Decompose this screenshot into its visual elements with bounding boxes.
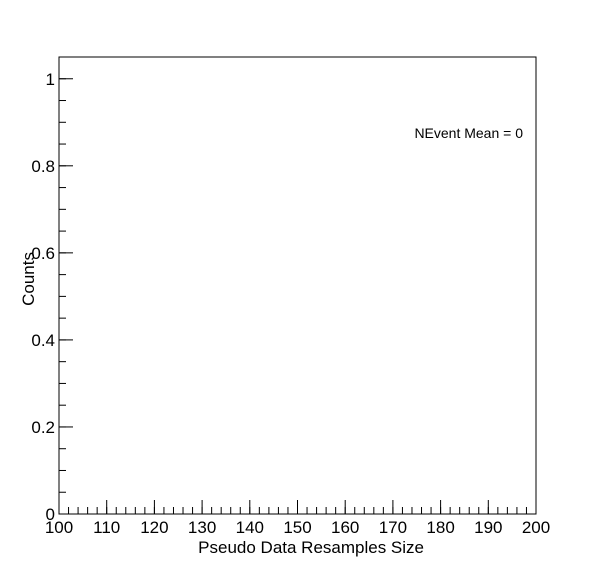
- y-axis-title: Counts: [19, 252, 38, 306]
- x-tick-label: 170: [379, 518, 407, 537]
- x-tick-label: 200: [522, 518, 550, 537]
- x-tick-label: 160: [331, 518, 359, 537]
- x-tick-label: 120: [140, 518, 168, 537]
- y-tick-label: 0.6: [31, 244, 55, 263]
- y-axis-ticks: [59, 56, 73, 515]
- y-tick-label: 0.8: [31, 157, 55, 176]
- x-axis-title: Pseudo Data Resamples Size: [198, 538, 424, 557]
- x-tick-label: 130: [188, 518, 216, 537]
- nevent-mean-annotation: NEvent Mean = 0: [414, 125, 523, 141]
- x-axis-tick-labels: 100 110 120 130 140 150 160 170 180 190 200: [45, 518, 550, 537]
- x-tick-label: 180: [426, 518, 454, 537]
- x-tick-label: 140: [236, 518, 264, 537]
- x-tick-label: 190: [474, 518, 502, 537]
- y-tick-label: 1: [46, 70, 55, 89]
- x-tick-label: 100: [45, 518, 73, 537]
- x-axis-ticks: [58, 500, 537, 514]
- y-tick-label: 0: [46, 505, 55, 524]
- x-tick-label: 110: [93, 518, 120, 537]
- y-tick-label: 0.2: [31, 418, 55, 437]
- x-tick-label: 150: [283, 518, 311, 537]
- y-axis-tick-labels: 0 0.2 0.4 0.6 0.8 1: [31, 70, 55, 524]
- y-tick-label: 0.4: [31, 331, 55, 350]
